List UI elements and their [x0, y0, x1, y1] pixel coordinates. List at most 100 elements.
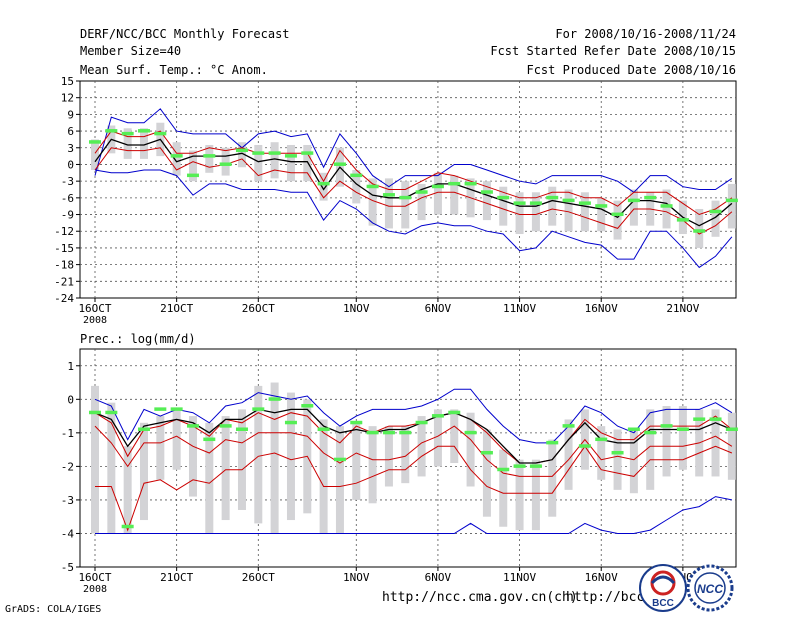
precip-panel-median-marker [366, 430, 379, 435]
temperature-panel-median-marker [268, 151, 281, 155]
temperature-panel-box [499, 186, 508, 226]
temperature-panel-box [123, 128, 132, 159]
precip-panel-median-marker [333, 457, 346, 462]
temperature-panel-ytick-label: -18 [54, 259, 74, 272]
precip-panel-box [613, 429, 622, 490]
precip-panel-median-marker [676, 427, 689, 431]
precip-panel-median-marker [284, 420, 297, 425]
precip-panel-median-marker [627, 427, 640, 431]
precip-panel-median-marker [693, 417, 706, 421]
temperature-panel-box [303, 144, 312, 182]
temperature-panel-box [613, 200, 622, 240]
temperature-panel-median-marker [415, 190, 428, 194]
ncc-url-link[interactable]: http://ncc.cma.gov.cn(ch) [382, 590, 578, 605]
precip-panel-box [450, 409, 459, 464]
temperature-panel-median-marker [562, 198, 575, 203]
precip-panel-median-marker [268, 397, 281, 401]
precip-panel-box [91, 385, 99, 534]
svg-text:BCC: BCC [652, 598, 674, 609]
precip-panel-box [499, 449, 508, 527]
precip-panel-median-marker [317, 427, 330, 431]
precip-panel-box [254, 385, 263, 524]
bcc-url-link[interactable]: http://bcc.c [566, 590, 660, 605]
precip-panel-box [515, 459, 524, 531]
precip-panel-median-marker [219, 424, 232, 428]
temperature-panel-series-mean [94, 138, 733, 227]
precip-panel-box [711, 409, 720, 477]
temperature-panel-median-marker [186, 173, 199, 178]
precip-panel-series-max [94, 388, 733, 444]
precip-panel-median-marker [611, 450, 624, 455]
precip-panel-box [629, 429, 638, 494]
temperature-panel-xtick-label: 21OCT [160, 302, 193, 315]
precip-panel-box [221, 416, 230, 521]
precip-panel-series-spread_lower [94, 425, 733, 477]
precip-panel-median-marker [497, 467, 510, 472]
precip-panel-median-marker [546, 440, 559, 445]
chart-title: DERF/NCC/BCC Monthly Forecast [80, 27, 290, 41]
temperature-panel-box [629, 189, 638, 226]
temperature-panel-box [564, 189, 573, 232]
precip-panel-median-marker [415, 420, 428, 425]
temperature-panel-xtick-label: 11NOV [503, 302, 536, 315]
temperature-panel-ytick-label: 15 [61, 75, 74, 88]
temperature-panel-box [727, 183, 736, 229]
bcc-logo: BCC [639, 564, 687, 612]
temperature-panel-median-marker [725, 198, 738, 203]
temperature-panel-median-marker [480, 190, 493, 194]
precip-panel-box [352, 422, 361, 500]
temperature-panel-median-marker [252, 151, 265, 155]
precip-panel-series-spread_upper [94, 412, 733, 464]
precip-panel-xtick-label: 16NOV [585, 571, 618, 584]
forecast-started-date: Fcst Started Refer Date 2008/10/15 [490, 44, 736, 58]
precip-panel-box [466, 412, 475, 487]
precip-panel-box [286, 392, 295, 521]
temperature-panel-box [384, 178, 393, 229]
temperature-panel-box [172, 142, 181, 176]
temperature-panel-box [515, 192, 524, 235]
precip-panel-box [270, 382, 279, 534]
precip-panel-median-marker [121, 524, 134, 529]
precip-panel-series-spread_low2 [95, 445, 733, 532]
temperature-panel-ytick-label: 6 [67, 125, 74, 138]
temperature-panel-xtick-label: 1NOV [343, 302, 370, 315]
temperature-panel-median-marker [154, 131, 167, 136]
precip-panel-median-marker [186, 424, 199, 428]
temperature-panel-ytick-label: -9 [61, 209, 74, 222]
temperature-panel-ytick-label: 9 [67, 108, 74, 121]
temperature-panel-box [433, 172, 442, 215]
temperature-panel-median-marker [121, 131, 134, 136]
precip-panel-box [319, 419, 328, 534]
temperature-panel-median-marker [235, 148, 248, 153]
precip-panel-median-marker [431, 414, 444, 418]
temperature-panel-median-marker [317, 181, 330, 186]
temperature-panel-box [695, 208, 704, 248]
temperature-panel-box [450, 175, 459, 215]
precip-panel-xtick-label: 6NOV [425, 571, 452, 584]
temperature-panel-box [254, 144, 263, 182]
temperature-panel-box [548, 186, 557, 226]
precip-panel-median-marker [105, 410, 118, 415]
temperature-panel-box [205, 144, 214, 173]
temperature-panel-median-marker [284, 154, 297, 158]
temperature-panel-ytick-label: -21 [54, 275, 74, 288]
temperature-panel-ytick-label: -15 [54, 242, 74, 255]
precip-panel-box [646, 409, 655, 490]
temperature-panel-box [221, 147, 230, 176]
precip-panel-median-marker [709, 417, 722, 421]
temperature-panel-median-marker [382, 193, 395, 197]
precip-panel-median-marker [448, 410, 461, 415]
temperature-panel-series-min [94, 169, 733, 269]
temperature-panel-box [319, 172, 328, 201]
temperature-panel-ytick-label: -12 [54, 225, 74, 238]
variable-label: Mean Surf. Temp.: °C Anom. [80, 63, 268, 77]
precip-panel-box [123, 446, 132, 534]
temperature-panel-ytick-label: 0 [67, 158, 74, 171]
precip-panel-box [417, 416, 426, 477]
temperature-panel-box [270, 142, 279, 179]
precip-panel-median-marker [137, 427, 150, 431]
precip-panel-xtick-label: 1NOV [343, 571, 370, 584]
temperature-panel-box [531, 192, 540, 232]
precip-panel-box [433, 409, 442, 467]
precip-panel-box [384, 426, 393, 487]
